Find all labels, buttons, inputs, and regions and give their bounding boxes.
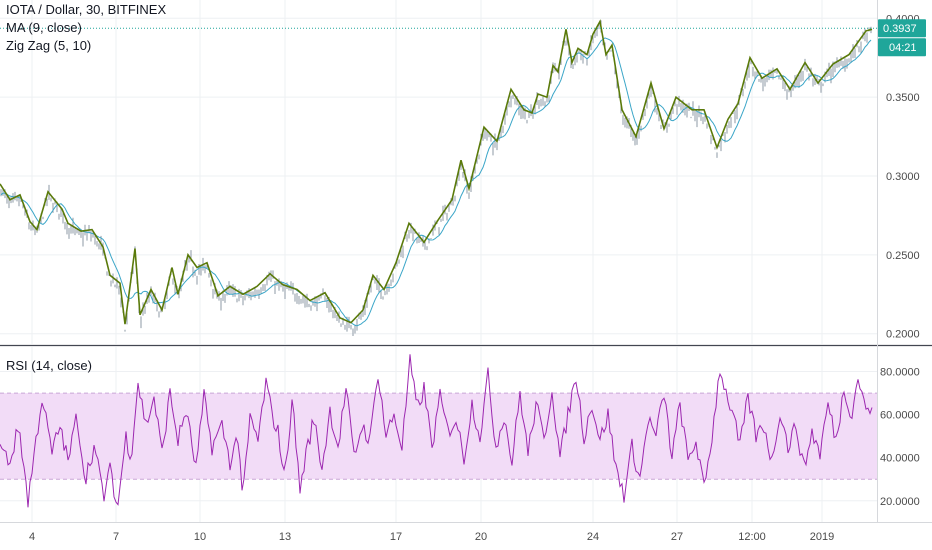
time-tick-label: 24: [587, 531, 599, 543]
time-tick-label: 27: [671, 531, 683, 543]
time-tick-label: 17: [390, 531, 402, 543]
time-tick-label: 12:00: [738, 531, 766, 543]
rsi-tick-label: 20.0000: [880, 496, 920, 508]
price-tick-label: 0.2000: [886, 329, 920, 341]
time-axis: 4 7 10 13 17 20 24 27 12:00 2019: [0, 522, 932, 543]
countdown-badge-bg: [878, 38, 926, 57]
rsi-tick-label: 60.0000: [880, 410, 920, 422]
time-tick-label: 7: [113, 531, 119, 543]
rsi-line: [0, 354, 873, 508]
price-tick-label: 0.2500: [886, 250, 920, 262]
price-badge-bg: [878, 19, 926, 38]
zigzag-legend[interactable]: Zig Zag (5, 10): [6, 38, 92, 53]
time-tick-label: 4: [29, 531, 35, 543]
price-tick-label: 0.3500: [886, 92, 920, 104]
ma-line: [0, 37, 872, 327]
rsi-axis: 80.0000 60.0000 40.0000 20.0000: [880, 367, 920, 508]
main-legend: IOTA / Dollar, 30, BITFINEX MA (9, close…: [6, 1, 166, 55]
rsi-reference-lines: [0, 392, 877, 480]
time-tick-label: 20: [475, 531, 487, 543]
time-tick-label: 13: [279, 531, 291, 543]
rsi-legend[interactable]: RSI (14, close): [6, 358, 92, 373]
price-badge-value: 0.3937: [883, 23, 917, 35]
price-badge: 0.3937 04:21: [878, 19, 926, 57]
zigzag-line: [0, 19, 873, 325]
price-tick-label: 0.3000: [886, 171, 920, 183]
rsi-legend-box: RSI (14, close): [6, 357, 92, 375]
price-candles: [0, 20, 872, 336]
symbol-title[interactable]: IOTA / Dollar, 30, BITFINEX: [6, 2, 167, 17]
countdown-badge-value: 04:21: [889, 42, 917, 54]
rsi-band: [0, 393, 877, 480]
ma-legend[interactable]: MA (9, close): [6, 20, 82, 35]
time-tick-label: 10: [194, 531, 206, 543]
time-tick-label: 2019: [810, 531, 834, 543]
rsi-tick-label: 40.0000: [880, 453, 920, 465]
rsi-tick-label: 80.0000: [880, 367, 920, 379]
